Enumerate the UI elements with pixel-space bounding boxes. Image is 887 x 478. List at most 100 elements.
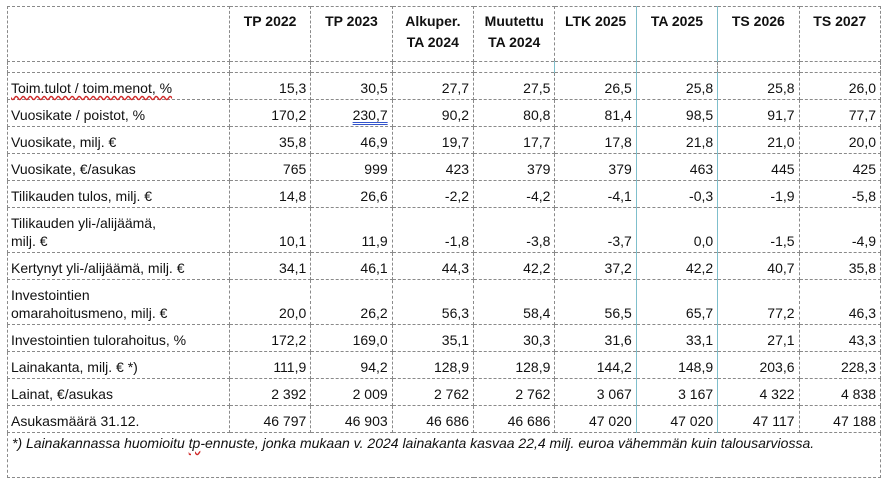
value-cell: 81,4	[554, 99, 637, 127]
value-cell: -0,3	[635, 180, 719, 208]
table-row: Tilikauden tulos, milj. €14,8 26,6 -2,2 -4,…	[7, 180, 882, 208]
value-cell: -1,5	[717, 207, 800, 253]
value-cell: 42,2	[635, 252, 719, 280]
value-cell: 43,3	[798, 324, 882, 352]
value-cell: 26,6	[310, 180, 393, 208]
value-cell: -4,1	[554, 180, 637, 208]
value-cell: 46,9	[310, 126, 393, 154]
value-cell: 128,9	[391, 351, 475, 379]
value-cell: 765	[228, 153, 312, 181]
value-cell: 35,8	[228, 126, 312, 154]
value-cell: 3 067	[554, 378, 637, 406]
value-cell: 3 167	[635, 378, 719, 406]
value-cell: 144,2	[554, 351, 637, 379]
table-row: Vuosikate, €/asukas 765 999 423 379 379 463 445…	[7, 153, 882, 181]
column-header: TP 2022	[228, 6, 312, 62]
value-cell: 172,2	[228, 324, 312, 352]
table-row: Vuosikate, milj. €35,8 46,9 19,7 17,7 17,8 21…	[7, 126, 882, 154]
table-row: Lainat, €/asukas 2 392 2 009 2 762 2 762 3 06…	[7, 378, 882, 406]
value-cell: 21,8	[635, 126, 719, 154]
value-cell: 26,5	[554, 72, 637, 100]
table-row: Investointien omarahoitusmeno, milj. €20,…	[7, 279, 882, 325]
value-cell: 423	[391, 153, 475, 181]
header-empty-cell	[7, 6, 230, 62]
value-cell: -3,8	[473, 207, 556, 253]
value-cell: 2 762	[391, 378, 475, 406]
row-label: Vuosikate, €/asukas	[7, 153, 230, 181]
value-cell: -1,9	[717, 180, 800, 208]
value-cell: 20,0	[228, 279, 312, 325]
value-cell: 46,1	[310, 252, 393, 280]
value-cell: 30,5	[310, 72, 393, 100]
value-cell: 56,5	[554, 279, 637, 325]
value-cell: 47 117	[717, 405, 800, 433]
value-cell: 77,7	[798, 99, 882, 127]
table-row: Toim.tulot / toim.menot, % 15,3 30,5 27,7 27…	[7, 72, 882, 100]
value-cell: 15,3	[228, 72, 312, 100]
value-cell: 379	[554, 153, 637, 181]
spacer-row	[7, 61, 882, 73]
table-row: Tilikauden yli-/alijäämä, milj. €10,1 11,9…	[7, 207, 882, 253]
value-cell: 80,8	[473, 99, 556, 127]
row-label: Tilikauden yli-/alijäämä, milj. €	[7, 207, 230, 253]
row-label: Tilikauden tulos, milj. €	[7, 180, 230, 208]
value-cell: 228,3	[798, 351, 882, 379]
value-cell: 56,3	[391, 279, 475, 325]
column-header: TS 2027	[798, 6, 882, 62]
value-cell: 27,1	[717, 324, 800, 352]
column-header: TP 2023	[310, 6, 393, 62]
column-header: Alkuper. TA 2024	[391, 6, 475, 62]
value-cell: 17,8	[554, 126, 637, 154]
value-cell: 17,7	[473, 126, 556, 154]
value-cell: 169,0	[310, 324, 393, 352]
value-cell: 445	[717, 153, 800, 181]
row-label: Vuosikate / poistot, %	[7, 99, 230, 127]
value-cell: 46 797	[228, 405, 312, 433]
value-cell: 27,7	[391, 72, 475, 100]
column-header: Muutettu TA 2024	[473, 6, 556, 62]
value-cell: 33,1	[635, 324, 719, 352]
value-cell: 27,5	[473, 72, 556, 100]
value-cell: 170,2	[228, 99, 312, 127]
value-cell: 463	[635, 153, 719, 181]
column-header: TA 2025	[635, 6, 719, 62]
row-label: Investointien tulorahoitus, %	[7, 324, 230, 352]
value-cell: 37,2	[554, 252, 637, 280]
value-cell: 203,6	[717, 351, 800, 379]
value-cell: -3,7	[554, 207, 637, 253]
value-cell: 128,9	[473, 351, 556, 379]
value-cell: 98,5	[635, 99, 719, 127]
header-row: TP 2022 TP 2023 Alkuper. TA 2024 Muutettu…	[7, 6, 882, 62]
value-cell: -2,2	[391, 180, 475, 208]
table-row: Investointien tulorahoitus, % 172,2 169,0 3…	[7, 324, 882, 352]
footnote: *) Lainakannassa huomioitu tp-ennuste, j…	[7, 432, 881, 478]
value-cell: 44,3	[391, 252, 475, 280]
value-cell: 21,0	[717, 126, 800, 154]
column-header: LTK 2025	[554, 6, 637, 62]
value-cell: 25,8	[635, 72, 719, 100]
value-cell: 77,2	[717, 279, 800, 325]
value-cell: -4,9	[798, 207, 882, 253]
value-cell: 425	[798, 153, 882, 181]
value-cell: 91,7	[717, 99, 800, 127]
value-cell: 94,2	[310, 351, 393, 379]
value-cell: 65,7	[635, 279, 719, 325]
value-cell: 35,1	[391, 324, 475, 352]
value-cell: 58,4	[473, 279, 556, 325]
row-label: Asukasmäärä 31.12.	[7, 405, 230, 433]
row-label: Kertynyt yli-/alijäämä, milj. €	[7, 252, 230, 280]
value-cell: -5,8	[798, 180, 882, 208]
value-cell: 46 903	[310, 405, 393, 433]
value-cell: 26,2	[310, 279, 393, 325]
value-cell: 40,7	[717, 252, 800, 280]
table-body: Toim.tulot / toim.menot, % 15,3 30,5 27,7 27…	[7, 61, 882, 433]
table-row: Kertynyt yli-/alijäämä, milj. €34,1 46,1 4…	[7, 252, 882, 280]
value-cell: 379	[473, 153, 556, 181]
value-cell: 20,0	[798, 126, 882, 154]
value-cell: 31,6	[554, 324, 637, 352]
row-label: Lainakanta, milj. € *)	[7, 351, 230, 379]
value-cell: 999	[310, 153, 393, 181]
value-cell: 46 686	[391, 405, 475, 433]
value-cell: 47 020	[554, 405, 637, 433]
footnote-row: *) Lainakannassa huomioitu tp-ennuste, j…	[7, 432, 881, 478]
